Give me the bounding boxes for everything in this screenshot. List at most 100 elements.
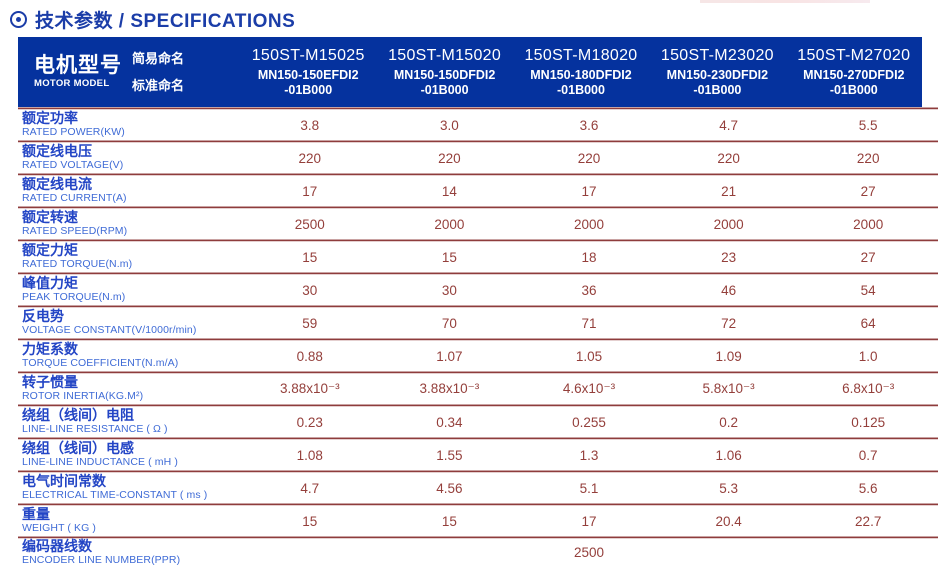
spec-value-cell: 4.56 xyxy=(436,480,463,496)
spec-value-cell: 1.3 xyxy=(579,447,599,463)
standard-naming-label: 标准命名 xyxy=(132,78,185,93)
spec-value-cell: 1.07 xyxy=(436,348,463,364)
spec-value-cell: 15 xyxy=(302,513,318,529)
spec-value-cell: 220 xyxy=(438,150,461,166)
spec-row: 力矩系数 TORQUE COEFFICIENT(N.m/A) 0.88 1.07 1… xyxy=(18,341,938,371)
row-label-zh: 额定线电流 xyxy=(22,176,92,193)
spec-value-cell: 36 xyxy=(581,282,597,298)
row-label-zh: 力矩系数 xyxy=(22,341,78,358)
row-label-zh: 绕组（线间）电感 xyxy=(22,440,134,457)
row-label-en: RATED TORQUE(N.m) xyxy=(22,257,133,270)
spec-value-cell: 1.08 xyxy=(296,447,323,463)
row-label-zh: 额定力矩 xyxy=(22,242,78,259)
simple-naming-label: 简易命名 xyxy=(132,51,185,66)
spec-value-cell: 15 xyxy=(441,249,457,265)
spec-value-cell: 72 xyxy=(721,315,737,331)
spec-value-cell: 4.6x10⁻³ xyxy=(562,381,616,396)
model-column-header: 150ST-M15020 MN150-150DFDI2 -01B000 xyxy=(376,37,512,107)
spec-row: 额定力矩 RATED TORQUE(N.m) 15 15 18 23 27 xyxy=(18,242,938,272)
spec-value-cell: 2000 xyxy=(853,216,884,232)
spec-value-cell: 5.5 xyxy=(858,117,878,133)
spec-value-cell: 70 xyxy=(441,315,457,331)
model-standard-name: MN150-150EFDI2 -01B000 xyxy=(257,67,359,98)
row-label-en: ENCODER LINE NUMBER(PPR) xyxy=(22,553,181,565)
row-label-en: LINE-LINE RESISTANCE ( Ω ) xyxy=(22,422,168,435)
spec-value-cell: 5.6 xyxy=(858,480,878,496)
spec-value-cell: 1.55 xyxy=(436,447,463,463)
model-column-header: 150ST-M23020 MN150-230DFDI2 -01B000 xyxy=(649,37,785,107)
section-title: 技术参数 / SPECIFICATIONS xyxy=(10,6,295,33)
row-label: 额定线电压 RATED VOLTAGE(V) xyxy=(18,144,240,171)
spec-value-cell: 17 xyxy=(581,183,597,199)
model-standard-name: MN150-270DFDI2 -01B000 xyxy=(803,67,905,98)
spec-row: 额定转速 RATED SPEED(RPM) 2500 2000 2000 2000 20… xyxy=(18,209,938,239)
spec-value-cell: 220 xyxy=(717,150,740,166)
specifications-table: 电机型号 MOTOR MODEL 简易命名 标准命名 150ST-M15025 … xyxy=(18,37,938,565)
row-label-zh: 绕组（线间）电阻 xyxy=(22,407,134,424)
row-label-en: RATED CURRENT(A) xyxy=(22,191,127,204)
row-label-zh: 重量 xyxy=(22,506,50,523)
spec-value-cell: 2500 xyxy=(294,216,325,232)
spec-value-cell: 23 xyxy=(721,249,737,265)
spec-value-cell: 0.7 xyxy=(858,447,878,463)
photo-edge-artifact xyxy=(700,0,870,3)
spec-value-cell: 27 xyxy=(860,249,876,265)
spec-value-cell: 5.8x10⁻³ xyxy=(702,381,755,396)
row-label: 力矩系数 TORQUE COEFFICIENT(N.m/A) xyxy=(18,342,240,369)
row-label-zh: 额定线电压 xyxy=(22,143,92,160)
spec-rows: 额定功率 RATED POWER(KW) 3.8 3.0 3.6 4.7 5.5 额定线… xyxy=(18,110,938,536)
row-label: 反电势 VOLTAGE CONSTANT(V/1000r/min) xyxy=(18,309,240,336)
section-title-text: 技术参数 / SPECIFICATIONS xyxy=(35,11,296,32)
spec-value-cell: 64 xyxy=(860,315,876,331)
spec-value-cell: 30 xyxy=(441,282,457,298)
row-label-en: ELECTRICAL TIME-CONSTANT ( ms ) xyxy=(22,488,208,501)
row-label-en: RATED VOLTAGE(V) xyxy=(22,158,124,171)
motor-model-title: 电机型号 MOTOR MODEL xyxy=(18,37,130,107)
model-standard-name: MN150-180DFDI2 -01B000 xyxy=(530,67,632,98)
spec-value-cell: 0.88 xyxy=(296,348,323,364)
spec-value-cell: 2000 xyxy=(573,216,605,232)
spec-value-cell: 30 xyxy=(302,282,318,298)
spec-value-cell: 3.88x10⁻³ xyxy=(279,381,340,396)
model-column-header: 150ST-M27020 MN150-270DFDI2 -01B000 xyxy=(786,37,922,107)
spec-value-cell: 15 xyxy=(441,513,457,529)
spec-value-cell: 4.7 xyxy=(300,480,320,496)
spec-value-cell: 1.05 xyxy=(575,348,603,364)
model-simple-name: 150ST-M27020 xyxy=(797,47,911,64)
row-label: 额定功率 RATED POWER(KW) xyxy=(18,111,240,138)
row-label: 电气时间常数 ELECTRICAL TIME-CONSTANT ( ms ) xyxy=(18,474,240,501)
circled-dot-icon xyxy=(10,11,27,28)
row-label-en: RATED POWER(KW) xyxy=(22,125,125,138)
model-standard-name: MN150-150DFDI2 -01B000 xyxy=(393,67,496,98)
spec-value-cell: 2000 xyxy=(434,216,465,232)
spec-row: 绕组（线间）电阻 LINE-LINE RESISTANCE ( Ω ) 0.23… xyxy=(18,407,938,437)
spec-row: 额定功率 RATED POWER(KW) 3.8 3.0 3.6 4.7 5.5 xyxy=(18,110,938,140)
spec-value-cell: 3.8 xyxy=(300,117,320,133)
row-label: 绕组（线间）电感 LINE-LINE INDUCTANCE ( mH ) xyxy=(18,441,240,468)
spec-value-cell: 0.23 xyxy=(296,414,323,430)
spec-value-cell: 0.34 xyxy=(436,414,463,430)
row-label-en: WEIGHT ( KG ) xyxy=(22,521,97,534)
spec-value-cell: 17 xyxy=(581,513,597,529)
spec-value-cell: 220 xyxy=(856,150,880,166)
motor-model-zh: 电机型号 xyxy=(34,54,122,78)
spec-row: 额定线电流 RATED CURRENT(A) 17 14 17 21 27 xyxy=(18,176,938,206)
model-columns: 电机型号 MOTOR MODEL 简易命名 标准命名 150ST-M15025 … xyxy=(18,37,922,107)
spec-value-cell: 5.1 xyxy=(579,480,599,496)
spec-row: 转子惯量 ROTOR INERTIA(KG.M²) 3.88x10⁻³ 3.88x… xyxy=(18,374,938,404)
spec-value-cell: 2000 xyxy=(713,216,744,232)
row-label-en: RATED SPEED(RPM) xyxy=(22,224,128,237)
spec-row: 峰值力矩 PEAK TORQUE(N.m) 30 30 36 46 54 xyxy=(18,275,938,305)
spec-value-cell: 71 xyxy=(581,315,597,331)
row-label: 额定线电流 RATED CURRENT(A) xyxy=(18,177,240,204)
spec-value-cell: 4.7 xyxy=(719,117,738,133)
spec-value-cell: 220 xyxy=(298,150,322,166)
model-header-cell: 电机型号 MOTOR MODEL 简易命名 标准命名 xyxy=(18,37,240,107)
row-label: 峰值力矩 PEAK TORQUE(N.m) xyxy=(18,276,240,303)
spec-row: 绕组（线间）电感 LINE-LINE INDUCTANCE ( mH ) 1.0… xyxy=(18,440,938,470)
spec-row: 电气时间常数 ELECTRICAL TIME-CONSTANT ( ms ) 4… xyxy=(18,473,938,503)
spec-value-cell: 0.125 xyxy=(851,414,886,430)
spec-value-cell: 220 xyxy=(577,150,601,166)
encoder-row: 编码器线数 ENCODER LINE NUMBER(PPR) 2500 xyxy=(18,538,938,565)
